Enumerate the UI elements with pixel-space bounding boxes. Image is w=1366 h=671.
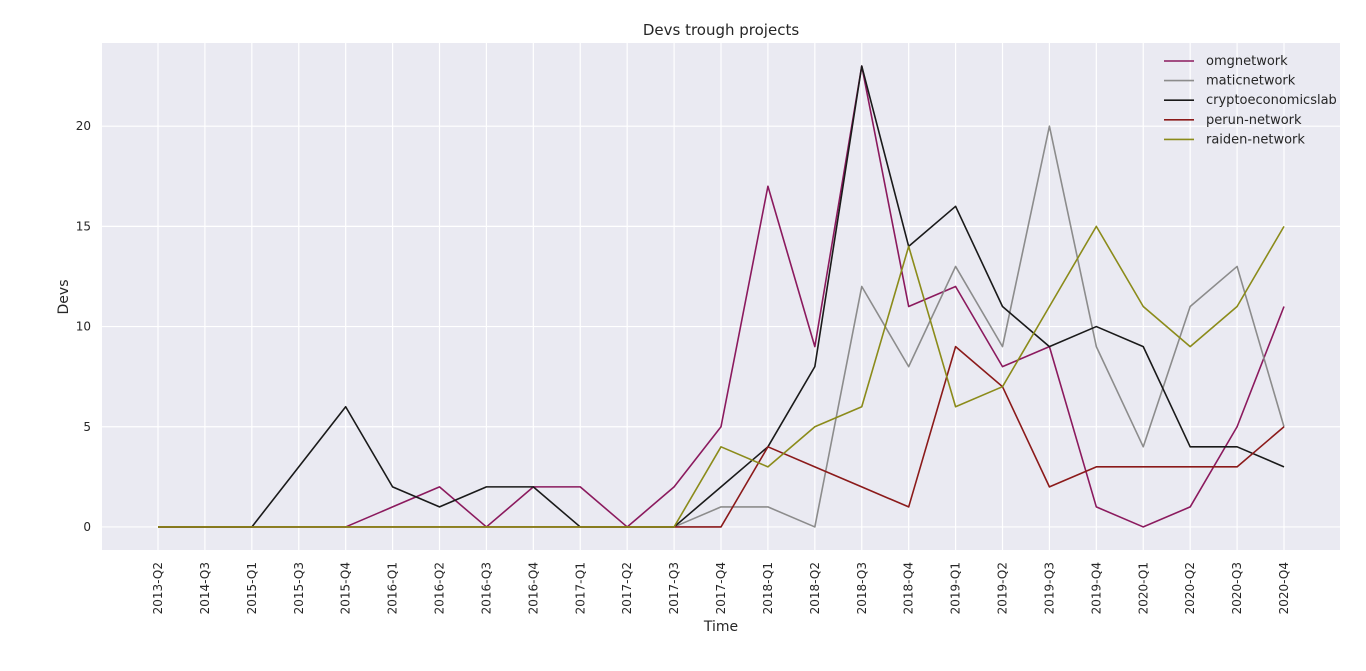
x-tick-label: 2015-Q4	[339, 562, 353, 614]
legend: omgnetwork maticnetwork cryptoeconomicslab…	[1164, 54, 1337, 147]
x-tick-label: 2017-Q3	[667, 562, 681, 614]
series-line-cryptoeconomicslab	[158, 65, 1285, 528]
legend-label-maticnetwork: maticnetwork	[1206, 74, 1296, 89]
x-tick-label: 2017-Q4	[714, 562, 728, 614]
x-tick-label: 2017-Q1	[573, 562, 587, 614]
x-tick-label: 2015-Q1	[245, 562, 259, 614]
x-tick-label: 2016-Q2	[433, 562, 447, 614]
y-tick-label: 15	[76, 219, 91, 233]
x-tick-label: 2013-Q2	[151, 562, 165, 614]
x-tick-label: 2014-Q3	[198, 562, 212, 614]
legend-label-perun-network: perun-network	[1206, 113, 1302, 128]
chart-title: Devs trough projects	[643, 21, 799, 39]
x-tick-label: 2019-Q4	[1089, 562, 1103, 614]
x-tick-label: 2015-Q3	[292, 562, 306, 614]
legend-label-cryptoeconomicslab: cryptoeconomicslab	[1206, 93, 1337, 108]
x-tick-label: 2019-Q1	[949, 562, 963, 614]
y-tick-label: 0	[83, 520, 91, 534]
x-tick-label: 2020-Q3	[1230, 562, 1244, 614]
x-tick-label: 2018-Q4	[902, 562, 916, 614]
x-tick-label: 2020-Q2	[1183, 562, 1197, 614]
x-tick-label: 2018-Q1	[761, 562, 775, 614]
x-axis-label: Time	[703, 619, 738, 635]
x-tick-label: 2020-Q4	[1277, 562, 1291, 614]
y-tick-label: 20	[76, 119, 91, 133]
x-tick-label: 2019-Q3	[1042, 562, 1056, 614]
x-tick-label: 2017-Q2	[620, 562, 634, 614]
x-tick-label: 2019-Q2	[996, 562, 1010, 614]
y-tick-label: 10	[76, 320, 91, 334]
x-tick-label: 2020-Q1	[1136, 562, 1150, 614]
series-line-raiden-network	[158, 225, 1285, 528]
grid-lines	[102, 43, 1340, 550]
x-tick-label: 2016-Q3	[479, 562, 493, 614]
legend-label-omgnetwork: omgnetwork	[1206, 54, 1288, 69]
y-tick-label: 5	[83, 420, 91, 434]
x-tick-label: 2018-Q3	[855, 562, 869, 614]
legend-label-raiden-network: raiden-network	[1206, 132, 1305, 147]
series-lines	[158, 65, 1285, 528]
x-tick-label: 2016-Q4	[526, 562, 540, 614]
x-tick-labels: 2013-Q2 2014-Q3 2015-Q1 2015-Q3 2015-Q4 2016-…	[151, 562, 1291, 614]
y-axis-label: Devs	[56, 280, 72, 315]
x-tick-label: 2016-Q1	[386, 562, 400, 614]
x-tick-label: 2018-Q2	[808, 562, 822, 614]
y-tick-labels: 0 5 10 15 20	[76, 119, 91, 534]
